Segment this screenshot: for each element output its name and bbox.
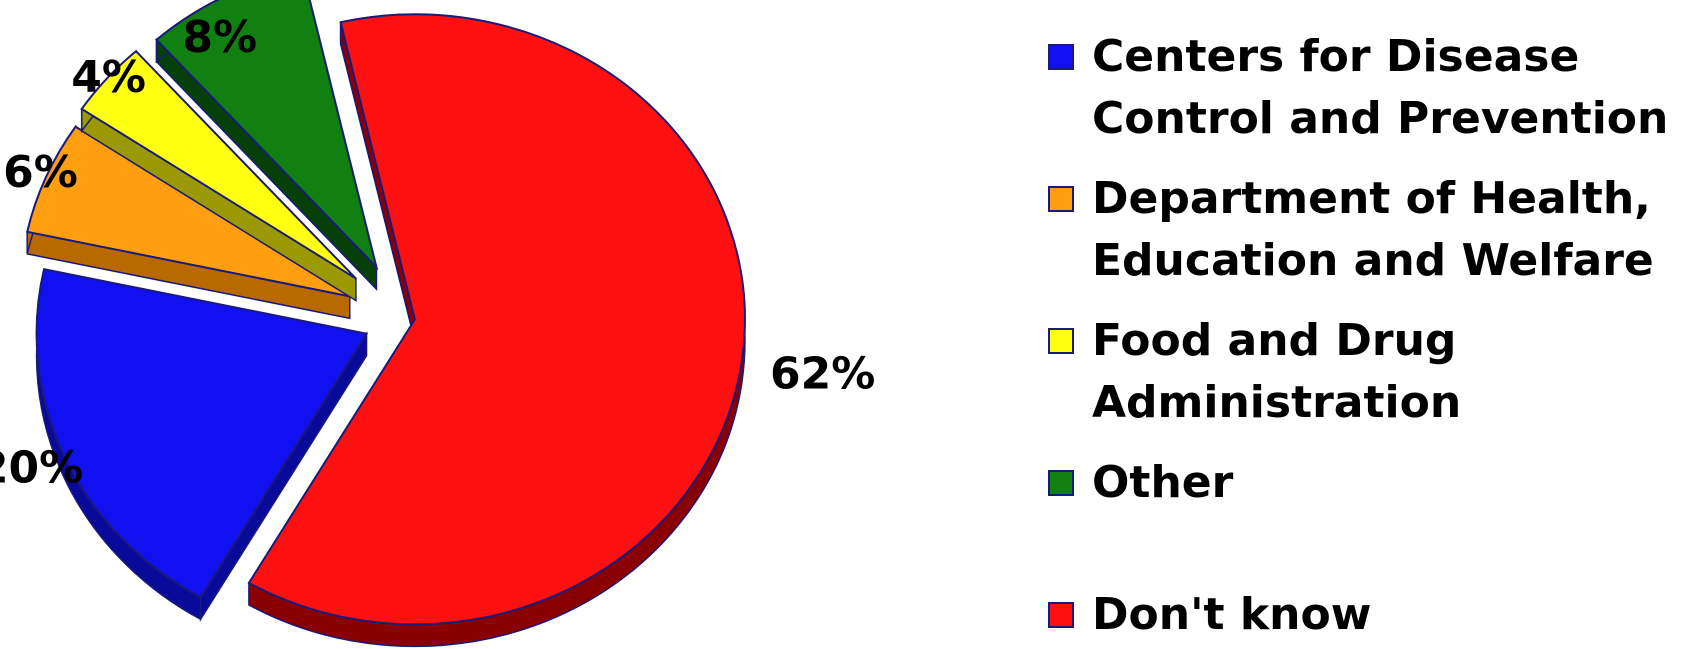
legend-item-hew: Department of Health, Education and Welf… (1048, 168, 1680, 292)
data-label: 6% (3, 147, 78, 198)
legend-swatch-dont-know (1048, 602, 1074, 628)
legend-label: Department of Health, (1092, 173, 1651, 224)
pie-slice-group (247, 13, 746, 648)
legend-swatch-cdc (1048, 44, 1074, 70)
legend-label: Centers for Disease (1092, 31, 1580, 82)
legend-item-dont-know: Don't know (1048, 584, 1680, 646)
pie-slice-group (35, 268, 369, 622)
pie-slice-group (26, 124, 351, 320)
pie-slice-group (80, 49, 357, 302)
data-label: 62% (770, 348, 875, 399)
pie-slice (155, 0, 379, 271)
pie-slice (35, 268, 369, 599)
legend-item-fda: Food and Drug Administration (1048, 310, 1680, 434)
legend-item-other: Other (1048, 452, 1680, 514)
chart-legend: Centers for Disease Control and Preventi… (1048, 26, 1680, 646)
legend-label: Administration (1092, 377, 1462, 428)
legend-item-cdc: Centers for Disease Control and Preventi… (1048, 26, 1680, 150)
legend-swatch-other (1048, 470, 1074, 496)
legend-label: Control and Prevention (1092, 93, 1669, 144)
pie-slice (26, 125, 351, 298)
pie-slice (247, 13, 746, 626)
legend-label: Food and Drug (1092, 315, 1457, 366)
legend-swatch-fda (1048, 328, 1074, 354)
data-label: 8% (182, 12, 257, 63)
pie-slice (80, 49, 357, 280)
legend-label: Other (1092, 457, 1234, 508)
pie-slice-group (155, 0, 379, 291)
data-label: 20% (0, 443, 83, 494)
pie-chart: 62% 20% 6% 4% 8% (0, 0, 875, 648)
legend-swatch-hew (1048, 186, 1074, 212)
data-label: 4% (71, 52, 146, 103)
legend-spacer (1048, 514, 1680, 584)
legend-label: Don't know (1092, 589, 1372, 640)
legend-label: Education and Welfare (1092, 235, 1654, 286)
